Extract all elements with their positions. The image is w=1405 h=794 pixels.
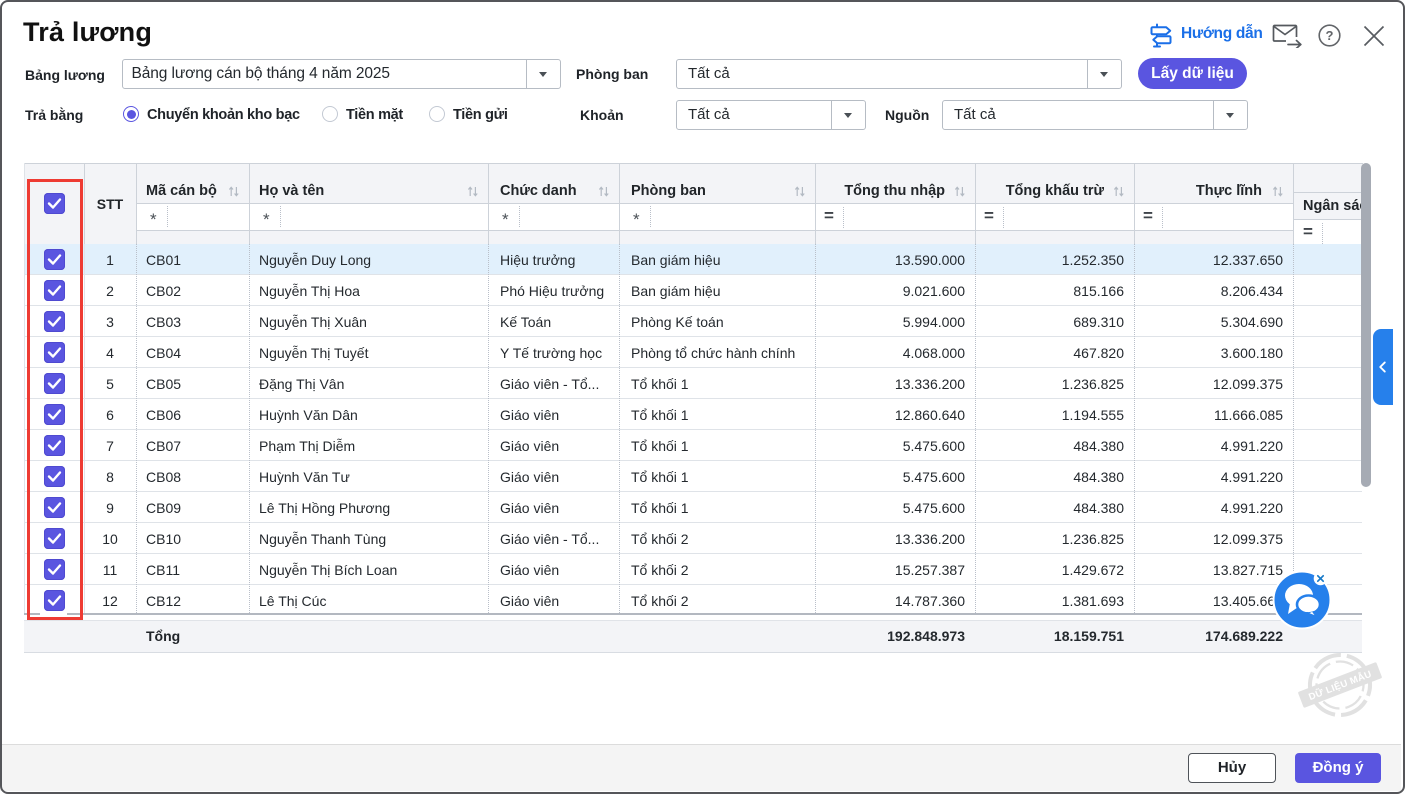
svg-text:?: ? (1326, 28, 1334, 43)
